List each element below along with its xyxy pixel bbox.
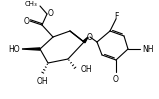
Text: O: O bbox=[23, 17, 29, 26]
Text: OH: OH bbox=[36, 77, 48, 86]
Polygon shape bbox=[83, 37, 88, 43]
Text: HO: HO bbox=[8, 44, 20, 53]
Text: O: O bbox=[87, 32, 93, 41]
Text: NH: NH bbox=[142, 44, 153, 53]
Text: OH: OH bbox=[81, 66, 93, 75]
Text: F: F bbox=[114, 11, 118, 20]
Polygon shape bbox=[22, 48, 40, 50]
Text: O: O bbox=[113, 75, 119, 84]
Text: CH₃: CH₃ bbox=[24, 1, 37, 7]
Text: O: O bbox=[48, 9, 54, 18]
